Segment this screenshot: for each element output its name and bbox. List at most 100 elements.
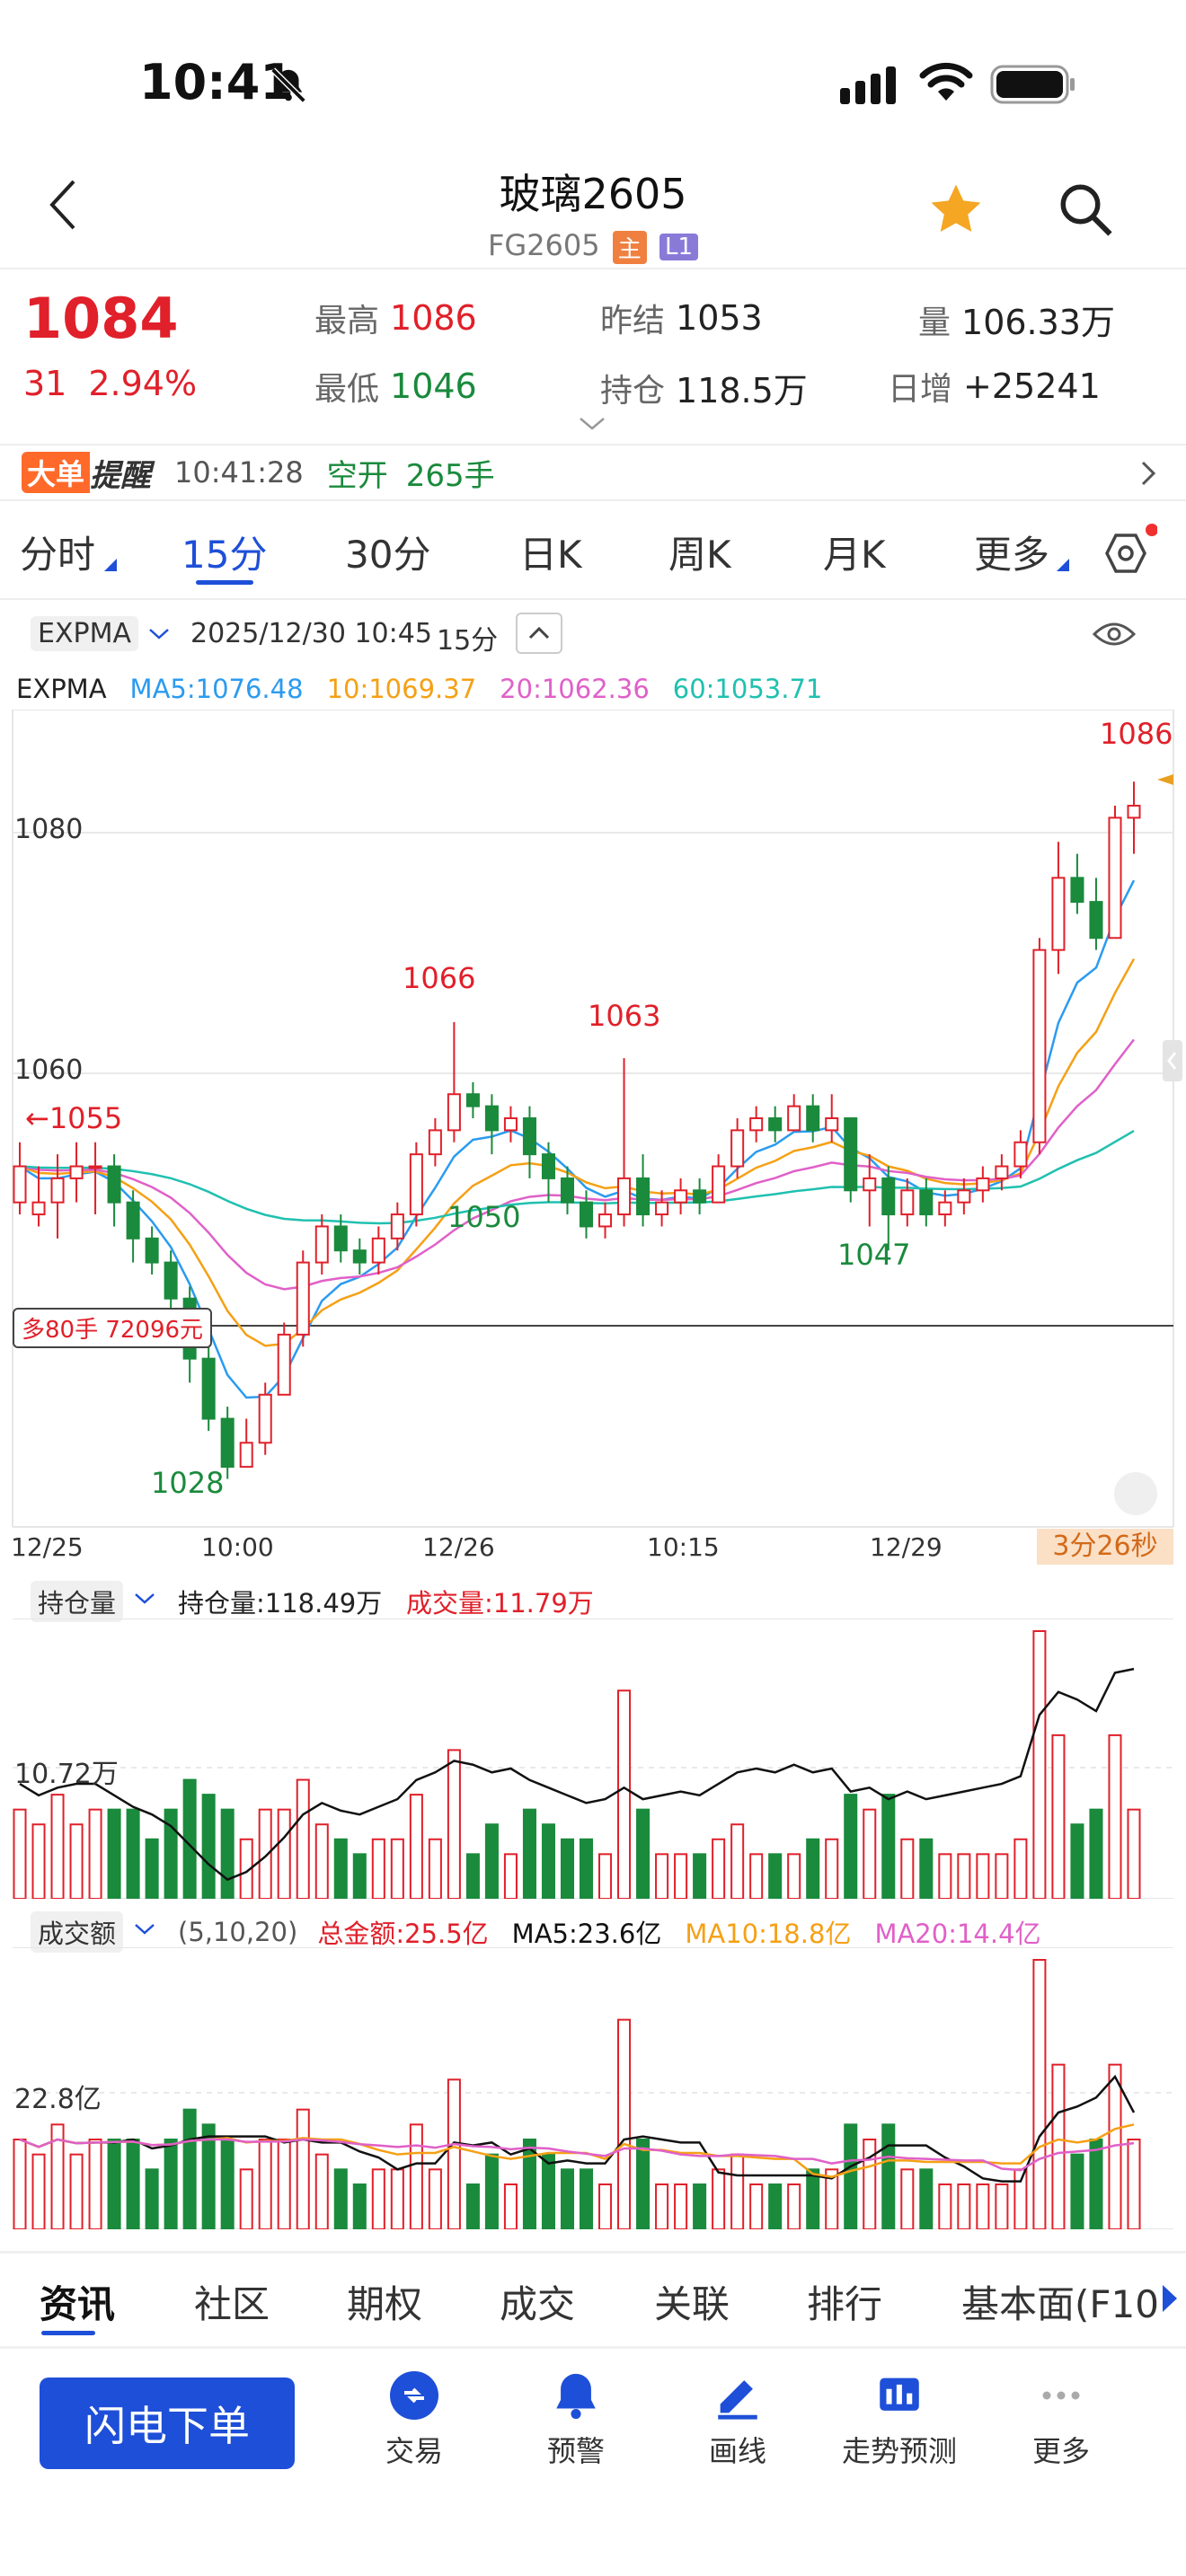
candle-body [1108,816,1122,940]
tab-options[interactable]: 期权 [347,2282,423,2326]
contract-code: FG2605 主 L1 [0,228,1186,264]
amount-selector-label: 成交额 [31,1911,124,1953]
prev-settle-field: 昨结 1053 [600,295,763,341]
forecast-button[interactable]: 走势预测 [823,2369,976,2470]
tab-30min[interactable]: 30分 [345,533,431,577]
search-icon[interactable] [1056,180,1115,239]
volume-bar [541,1823,555,1899]
trade-label: 交易 [385,2434,443,2468]
volume-field: 量 106.33万 [918,295,1115,344]
amount-selector[interactable]: 成交额 [31,1911,124,1953]
volume-bar [409,1794,423,1899]
more-button[interactable]: 更多 [985,2369,1137,2470]
oi-selector-label: 持仓量 [31,1581,124,1622]
volume-bar [465,2183,480,2229]
candle-body [333,1225,348,1252]
candle-body [258,1393,272,1444]
star-icon[interactable] [925,180,987,239]
alert-label: 提醒 [90,457,152,494]
volume-bar [787,2183,801,2229]
indicator-selector[interactable]: EXPMA [31,616,139,651]
position-note[interactable]: 多80手 72096元 [13,1308,213,1348]
trade-button[interactable]: 交易 [338,2369,491,2470]
flash-order-button[interactable]: 闪电下单 [40,2378,295,2469]
volume-bar [1013,2168,1028,2229]
volume-bar [390,1838,404,1899]
low-annotation-1047: 1047 [837,1238,911,1272]
draw-button[interactable]: 画线 [661,2369,814,2470]
tab-fundamentals[interactable]: 基本面(F10 [961,2282,1159,2326]
pen-icon [718,2380,757,2420]
amount-params: (5,10,20) [178,1917,298,1947]
eye-icon[interactable] [1093,620,1136,648]
dropdown-triangle-icon [1057,559,1069,571]
volume-bar [164,1808,178,1899]
bar-countdown: 3分26秒 [1037,1529,1173,1565]
volume-bar [674,1853,688,1899]
open-interest-label: 持仓 [600,372,666,410]
chevron-right-icon[interactable] [1139,460,1157,487]
collapse-up-icon[interactable] [516,613,562,654]
more-label: 更多 [1031,2434,1090,2468]
tab-more[interactable]: 更多 [974,533,1050,577]
tab-daily-k[interactable]: 日K [519,533,582,577]
volume-bar [1127,1808,1141,1899]
volume-bar [730,1823,745,1899]
tab-news[interactable]: 资讯 [40,2282,116,2326]
back-arrow-icon[interactable] [47,178,79,232]
tab-timeshare[interactable]: 分时 [20,533,96,577]
tab-monthly-k[interactable]: 月K [823,533,886,577]
fullscreen-icon[interactable] [1114,1472,1157,1515]
volume-bar [258,2139,272,2229]
time-tick-5: 12/29 [870,1532,943,1562]
tab-15min[interactable]: 15分 [181,533,268,577]
tab-ranking[interactable]: 排行 [807,2282,883,2326]
open-interest-chart[interactable] [0,1619,1186,1899]
candle-body [995,1165,1009,1179]
daily-increase-label: 日增 [888,371,953,408]
candle-body [126,1201,140,1239]
candle-body [844,1117,858,1192]
alert-button[interactable]: 预警 [500,2369,652,2470]
tab-trades[interactable]: 成交 [500,2282,576,2326]
candlestick-chart[interactable] [0,710,1186,1536]
volume-bar [164,2139,178,2229]
volume-bar [220,2139,235,2229]
volume-bar [258,1808,272,1899]
candle-body [447,1093,461,1132]
volume-bar [277,1808,291,1899]
expand-chevron-icon[interactable] [579,417,606,431]
alert-label-tool: 预警 [546,2434,605,2468]
volume-bar [787,1853,801,1899]
volume-bar [598,1853,613,1899]
volume-bar [1070,1823,1084,1899]
candle-body [541,1153,555,1179]
tab-related[interactable]: 关联 [654,2282,730,2326]
tab-community[interactable]: 社区 [194,2282,270,2326]
candle-body [863,1177,877,1192]
candle-body [371,1237,385,1264]
high-annotation-1066: 1066 [403,961,476,995]
side-handle[interactable] [1163,1040,1182,1081]
y-axis-tick-1080: 1080 [14,814,84,845]
candle-body [1070,877,1084,904]
volume-bar [31,1823,46,1899]
volume-bar [126,1808,140,1899]
volume-bar [522,1808,536,1899]
turnover-chart[interactable] [0,1947,1186,2229]
settings-hexagon-icon[interactable] [1098,523,1157,578]
volume-bar [50,1794,65,1899]
oi-selector[interactable]: 持仓量 [31,1581,124,1622]
scroll-right-icon[interactable] [1161,2283,1179,2314]
candle-body [296,1261,310,1336]
wifi-icon [919,62,973,101]
volume-bar [371,2168,385,2229]
tab-weekly-k[interactable]: 周K [668,533,731,577]
volume-bar [749,2183,764,2229]
volume-bar [88,1808,102,1899]
volume-bar [31,2153,46,2229]
volume-bar [1051,1734,1066,1899]
more-dots-icon [1042,2391,1080,2400]
big-order-alert[interactable]: 大单 提醒 10:41:28 空开 265手 [22,451,495,494]
candle-body [655,1201,669,1216]
